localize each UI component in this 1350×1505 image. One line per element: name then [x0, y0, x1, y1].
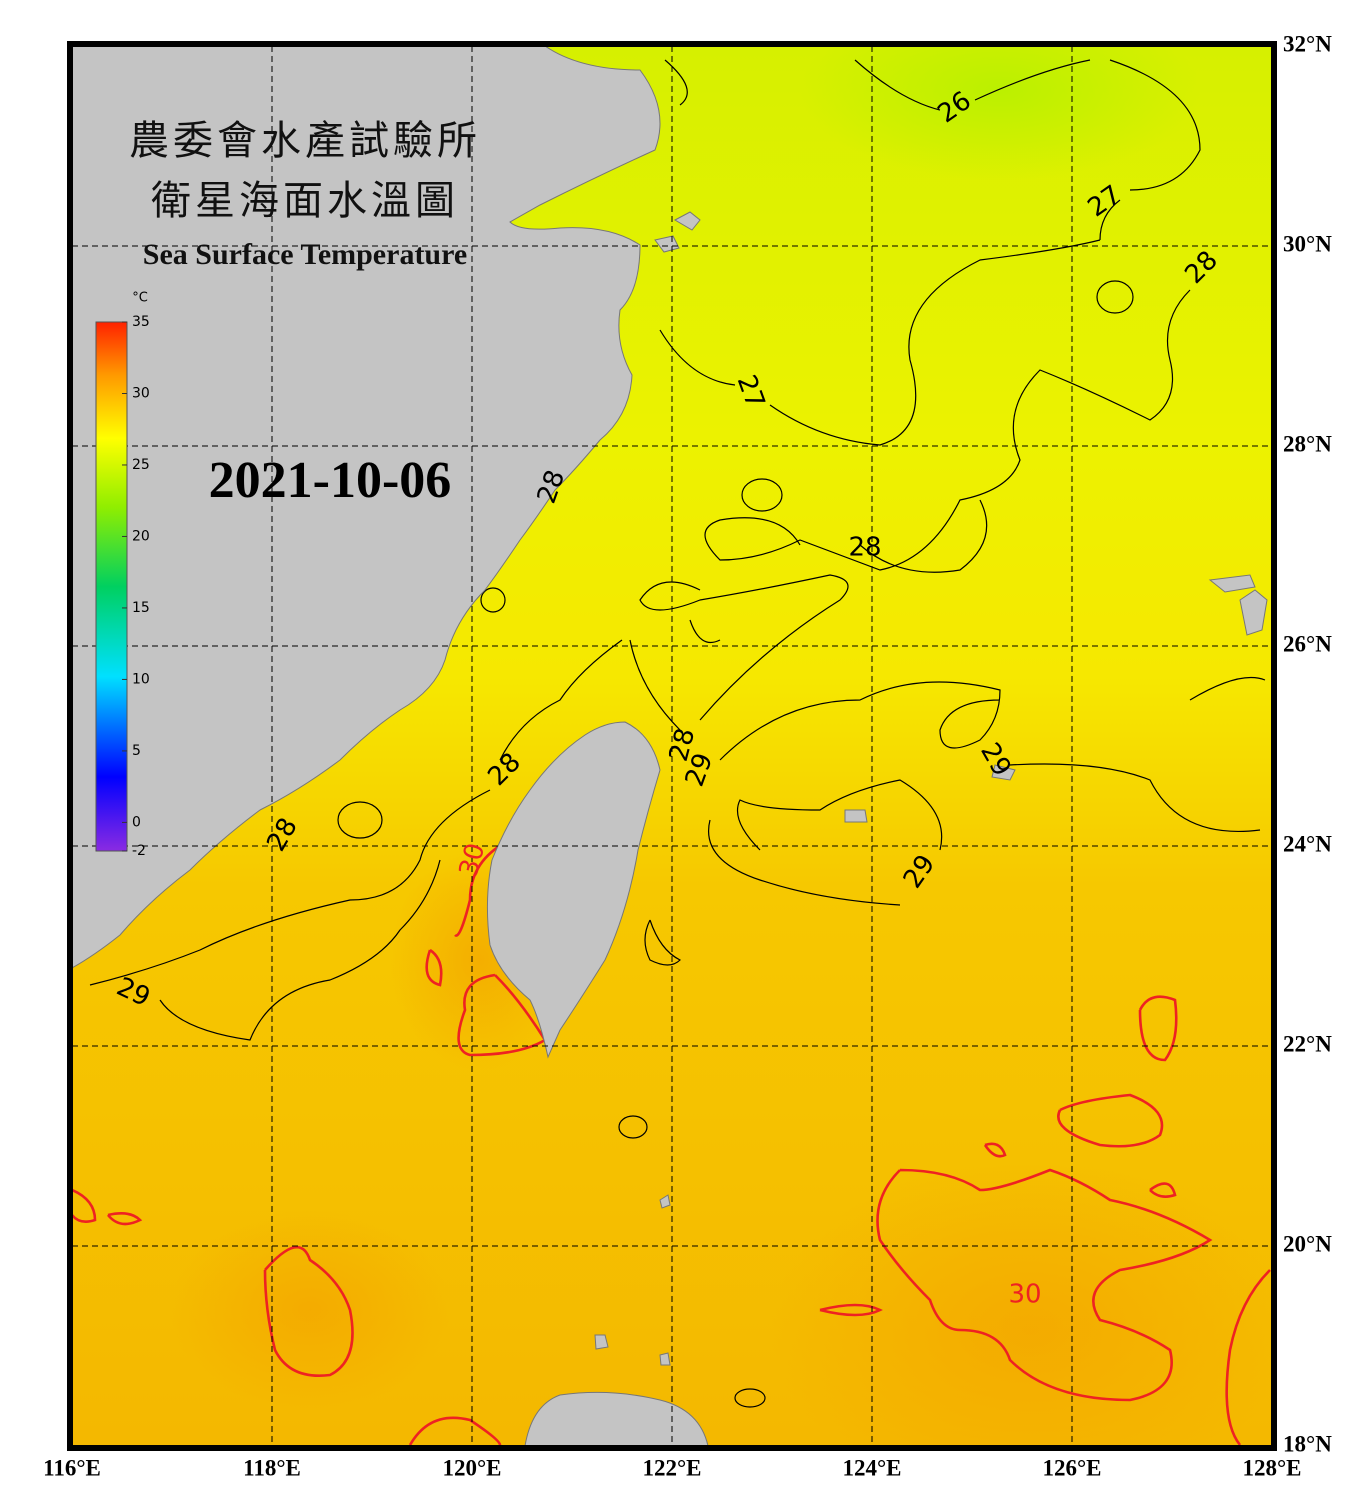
lat-tick-label: 26°N — [1283, 631, 1332, 656]
lat-tick-label: 22°N — [1283, 1031, 1332, 1056]
lat-tick-label: 28°N — [1283, 431, 1332, 456]
cool-area — [800, 46, 1200, 180]
title-chinese-2: 衛星海面水溫圖 — [151, 178, 459, 223]
luzon — [524, 1391, 709, 1446]
isotherm — [1096, 280, 1134, 314]
colorbar-tick-label: -2 — [132, 843, 146, 859]
land — [72, 46, 1268, 1446]
warm-area — [770, 1160, 1272, 1446]
isotherm — [644, 919, 682, 966]
colorbar: °C -2 0 5 10 15 20 25 30 35 — [95, 291, 150, 859]
taiwan — [486, 721, 661, 1059]
lon-tick-label: 118°E — [243, 1455, 301, 1480]
colorbar-tick-label: 20 — [132, 528, 150, 544]
isotherm — [708, 676, 1266, 906]
isotherms — [72, 59, 1271, 1446]
date: 2021-10-06 — [209, 452, 452, 509]
lat-tick-label: 20°N — [1283, 1231, 1332, 1256]
colorbar-tick-label: 5 — [132, 743, 141, 759]
isotherm — [337, 801, 383, 839]
isotherm-30 — [425, 838, 547, 1057]
lat-tick-label: 18°N — [1283, 1431, 1332, 1456]
lon-tick-label: 126°E — [1042, 1455, 1101, 1480]
contour-label: 30 — [1008, 1280, 1041, 1310]
isotherm — [741, 478, 783, 512]
isotherm — [659, 59, 1121, 446]
lat-tick-label: 24°N — [1283, 831, 1332, 856]
lon-tick-label: 116°E — [43, 1455, 101, 1480]
mainland-china — [72, 46, 661, 969]
lat-tick-label: 32°N — [1283, 31, 1332, 56]
lon-tick-label: 124°E — [842, 1455, 901, 1480]
isotherm — [89, 639, 623, 1041]
colorbar-tick-label: 30 — [132, 385, 150, 401]
colorbar-tick-label: 35 — [132, 314, 150, 330]
graticule — [72, 46, 1272, 1446]
colorbar-unit: °C — [132, 291, 148, 306]
lon-tick-label: 128°E — [1242, 1455, 1301, 1480]
isotherm — [480, 587, 506, 613]
isotherm — [734, 1388, 766, 1408]
warm-area — [170, 1210, 450, 1410]
colorbar-tick-label: 25 — [132, 457, 150, 473]
lon-tick-label: 120°E — [442, 1455, 501, 1480]
lon-tick-label: 122°E — [642, 1455, 701, 1480]
isotherm — [704, 289, 1191, 573]
colorbar-tick-label: 0 — [132, 814, 141, 830]
lat-tick-label: 30°N — [1283, 231, 1332, 256]
isotherm — [854, 59, 1201, 191]
island — [594, 211, 1268, 1366]
colorbar-tick-label: 15 — [132, 600, 150, 616]
isotherm-30 — [876, 995, 1213, 1402]
axes: 116°E 118°E 120°E 122°E 124°E 126°E 128°E18°N 2… — [43, 31, 1332, 1480]
colorbar-scale — [95, 321, 128, 852]
map-area: 26 27 27 28 28 28 28 28 28 29 29 29 29 3… — [72, 46, 1272, 1446]
contour-label: 28 — [848, 533, 881, 563]
title-english: Sea Surface Temperature — [143, 238, 467, 271]
map-frame — [67, 41, 1277, 1451]
colorbar-tick-label: 10 — [132, 671, 150, 687]
title-chinese-1: 農委會水產試驗所 — [129, 118, 481, 163]
isotherm-30 — [72, 1142, 1271, 1446]
isotherm — [618, 1115, 648, 1139]
